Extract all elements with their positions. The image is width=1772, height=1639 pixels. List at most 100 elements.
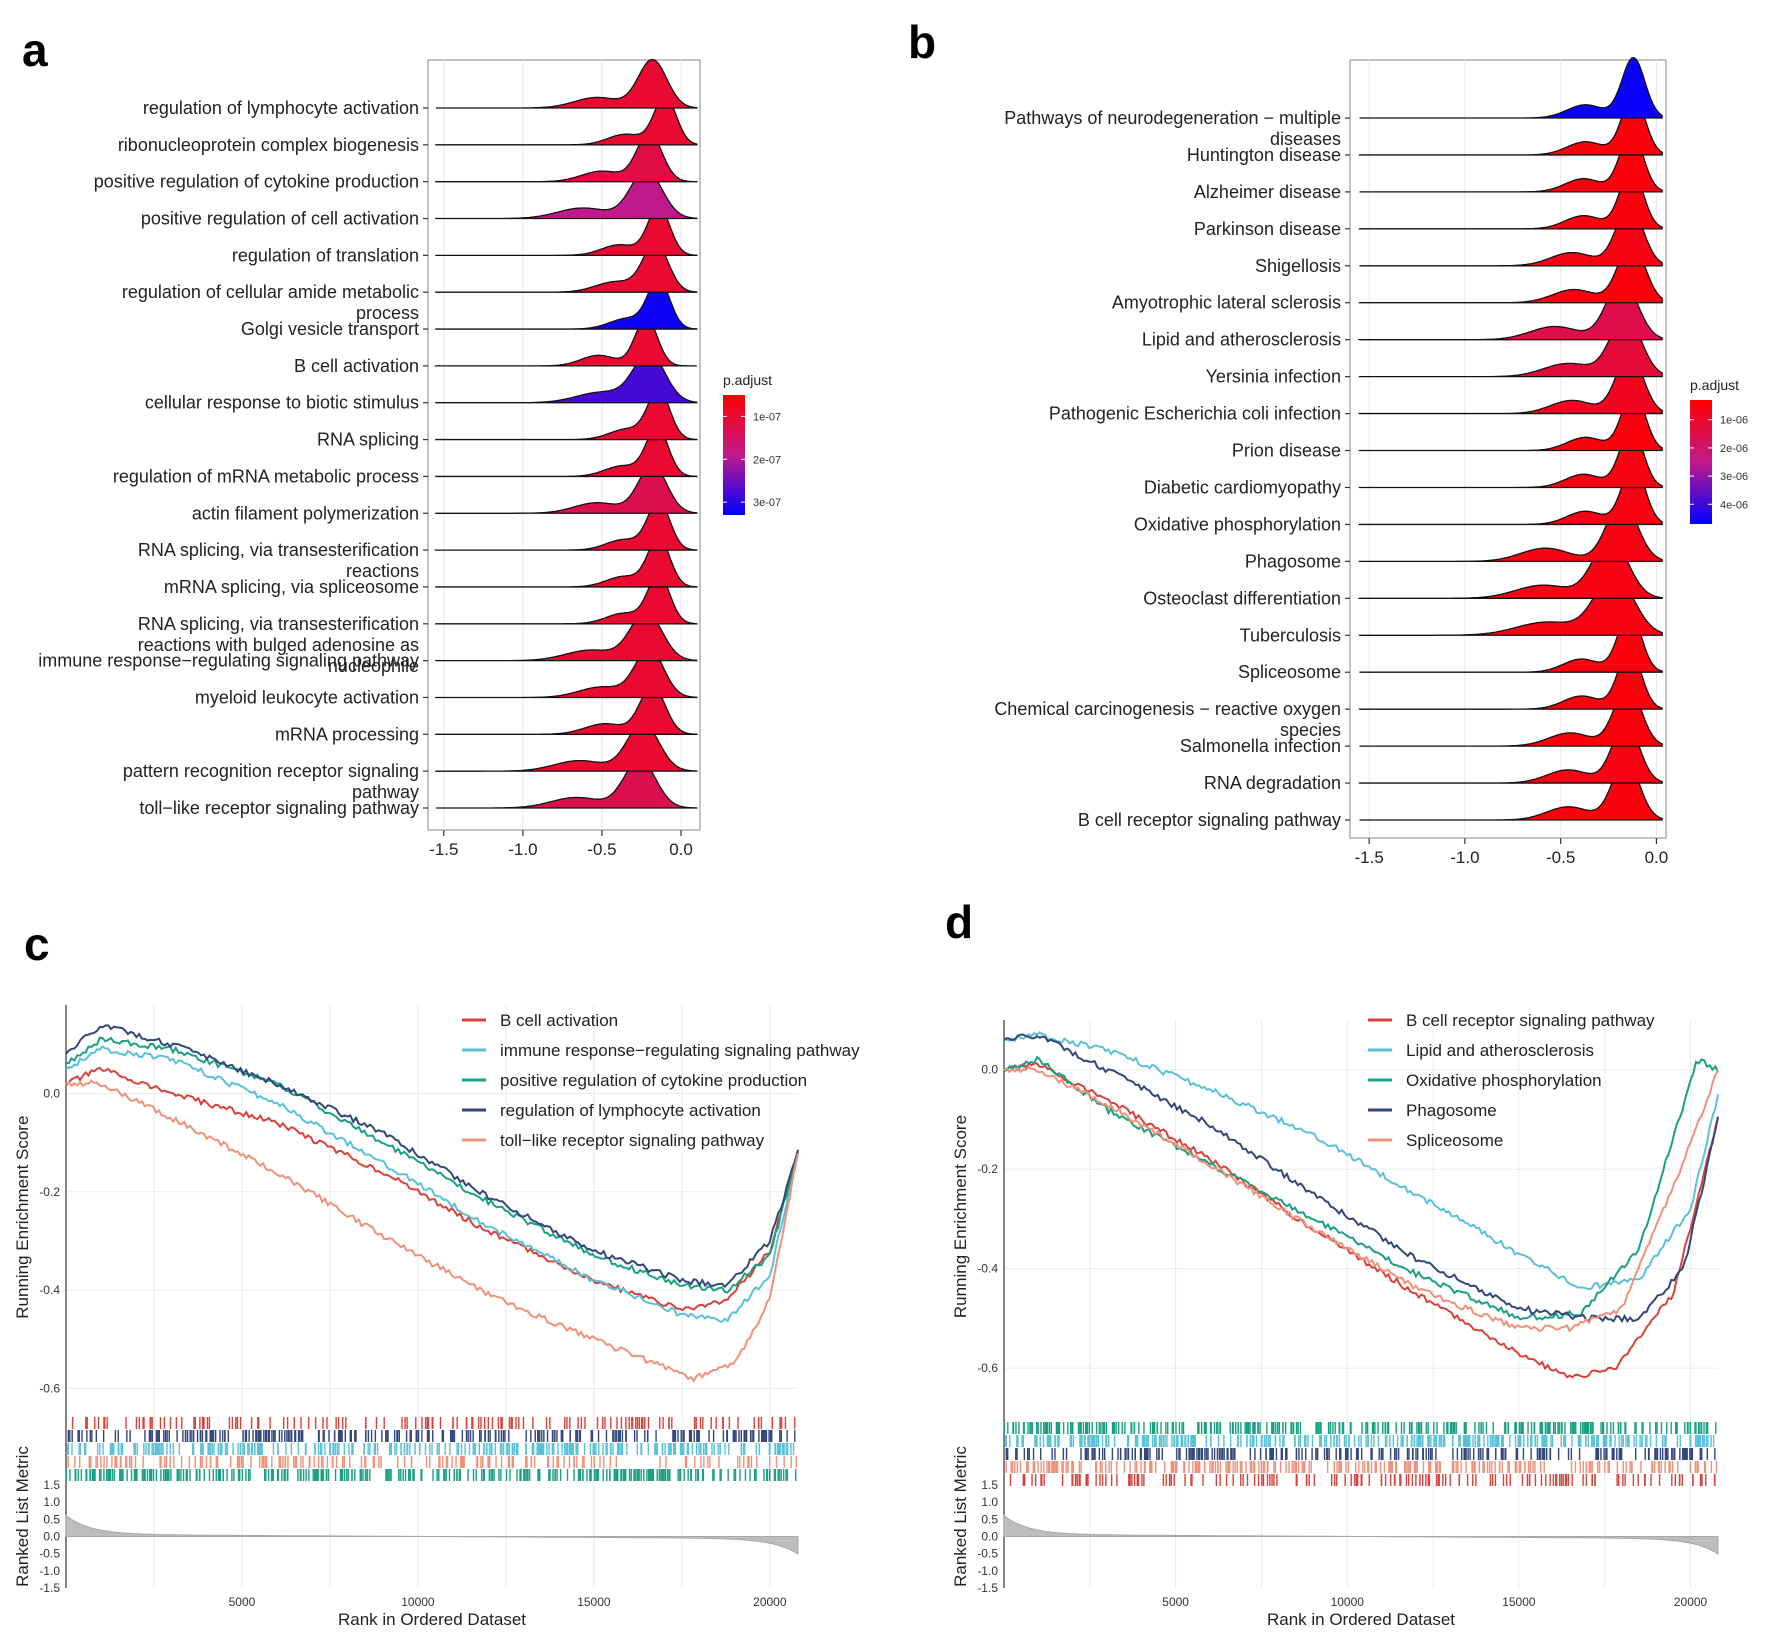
gsea-plot-d: 0.0 -0.2 -0.4 -0.6 Running Enrichment Score B…	[951, 1011, 1719, 1629]
y-tick-label: 0.0	[43, 1086, 60, 1100]
series-line	[1003, 1055, 1719, 1321]
ridgeline-chart-a: -1.5 -1.0 -0.5 0.0 toll−like receptor signal…	[38, 58, 781, 859]
category-label: Chemical carcinogenesis − reactive oxyge…	[994, 699, 1341, 719]
y-axis-title: Running Enrichment Score	[951, 1115, 970, 1318]
metric-tick-label: -0.5	[977, 1547, 998, 1561]
x-tick-label: 5000	[1162, 1595, 1189, 1609]
series-line	[1003, 1065, 1719, 1333]
category-label: myeloid leukocyte activation	[195, 687, 419, 707]
legend-label: Oxidative phosphorylation	[1406, 1071, 1602, 1090]
category-label: B cell receptor signaling pathway	[1078, 810, 1341, 830]
y-tick-label: -0.2	[39, 1185, 60, 1199]
x-tick-label: 15000	[577, 1595, 611, 1609]
category-label: regulation of lymphocyte activation	[143, 98, 419, 118]
y-tick-label: -0.6	[977, 1361, 998, 1375]
category-label: diseases	[1270, 129, 1341, 149]
colorbar-label: 3e-07	[753, 497, 781, 509]
colorbar	[723, 395, 745, 515]
metric-tick-label: 0.0	[43, 1530, 60, 1544]
metric-tick-label: -1.0	[977, 1564, 998, 1578]
ridge-density	[1359, 56, 1663, 119]
gsea-plot-c: 0.0 -0.2 -0.4 -0.6 Running Enrichment Score B…	[13, 1005, 860, 1629]
x-tick-label: 5000	[229, 1595, 256, 1609]
category-label: species	[1280, 720, 1341, 740]
category-label: Spliceosome	[1238, 662, 1341, 682]
legend-label: Lipid and atherosclerosis	[1406, 1041, 1594, 1060]
category-label: actin filament polymerization	[192, 503, 419, 523]
legend-label: Phagosome	[1406, 1101, 1497, 1120]
x-tick-label: -1.5	[1355, 848, 1384, 867]
category-label: Pathways of neurodegeneration − multiple	[1004, 108, 1341, 128]
metric-tick-label: 0.5	[981, 1512, 998, 1526]
category-label: RNA degradation	[1204, 773, 1341, 793]
legend-title: p.adjust	[1690, 377, 1739, 393]
category-label: Tuberculosis	[1240, 625, 1341, 645]
series-line	[65, 1036, 799, 1294]
category-label: regulation of cellular amide metabolic	[122, 282, 419, 302]
x-tick-label: -1.5	[429, 840, 458, 859]
y-tick-label: -0.6	[39, 1381, 60, 1395]
category-label: cellular response to biotic stimulus	[145, 393, 419, 413]
x-tick-label: 15000	[1502, 1595, 1536, 1609]
colorbar-label: 4e-06	[1720, 499, 1748, 511]
y-tick-label: 0.0	[981, 1063, 998, 1077]
metric-tick-label: 0.5	[43, 1512, 60, 1526]
category-label: Alzheimer disease	[1194, 182, 1341, 202]
metric-axis-title: Ranked List Metric	[13, 1446, 32, 1587]
legend-label: regulation of lymphocyte activation	[500, 1101, 761, 1120]
y-tick-label: -0.4	[977, 1262, 998, 1276]
x-axis-title: Rank in Ordered Dataset	[338, 1610, 526, 1629]
category-label: mRNA processing	[275, 724, 419, 744]
category-label: ribonucleoprotein complex biogenesis	[118, 135, 419, 155]
category-label: RNA splicing, via transesterification	[138, 540, 419, 560]
metric-tick-label: -1.0	[39, 1564, 60, 1578]
series-line	[65, 1045, 799, 1323]
x-tick-label: 10000	[1331, 1595, 1365, 1609]
metric-tick-label: 0.0	[981, 1530, 998, 1544]
category-label: Huntington disease	[1187, 145, 1341, 165]
colorbar	[1690, 400, 1712, 524]
panel-letter-c: c	[24, 918, 50, 970]
category-label: pathway	[352, 782, 419, 802]
colorbar-label: 2e-06	[1720, 443, 1748, 455]
x-tick-label: 10000	[401, 1595, 435, 1609]
category-label: Osteoclast differentiation	[1143, 588, 1341, 608]
panel-letter-a: a	[22, 24, 48, 76]
category-label: mRNA splicing, via spliceosome	[164, 577, 419, 597]
ranked-metric-area	[65, 1514, 799, 1555]
legend-label: B cell activation	[500, 1011, 618, 1030]
category-label: toll−like receptor signaling pathway	[139, 798, 419, 818]
category-label: nucleophile	[328, 656, 419, 676]
ridgeline-chart-b: -1.5 -1.0 -0.5 0.0 B cell receptor signaling…	[994, 56, 1748, 867]
category-label: process	[356, 303, 419, 323]
category-label: Prion disease	[1232, 441, 1341, 461]
metric-tick-label: 1.5	[981, 1478, 998, 1492]
category-label: regulation of translation	[232, 245, 419, 265]
metric-tick-label: 1.5	[43, 1478, 60, 1492]
colorbar-label: 2e-07	[753, 454, 781, 466]
colorbar-label: 1e-07	[753, 411, 781, 423]
legend-title: p.adjust	[723, 372, 772, 388]
ridge-density	[435, 95, 698, 146]
legend-label: toll−like receptor signaling pathway	[500, 1131, 765, 1150]
x-tick-label: -0.5	[1546, 848, 1575, 867]
category-label: Yersinia infection	[1206, 367, 1341, 387]
category-label: Lipid and atherosclerosis	[1142, 330, 1341, 350]
metric-tick-label: 1.0	[43, 1495, 60, 1509]
y-axis-title: Running Enrichment Score	[13, 1116, 32, 1319]
series-line	[65, 1066, 799, 1312]
category-label: Salmonella infection	[1180, 736, 1341, 756]
legend-label: Spliceosome	[1406, 1131, 1503, 1150]
series-line	[65, 1079, 799, 1383]
ridge-density	[435, 58, 698, 109]
category-label: pattern recognition receptor signaling	[123, 761, 419, 781]
category-label: B cell activation	[294, 356, 419, 376]
category-label: Amyotrophic lateral sclerosis	[1112, 293, 1341, 313]
category-label: RNA splicing, via transesterification	[138, 614, 419, 634]
x-tick-label: -1.0	[1450, 848, 1479, 867]
category-label: Shigellosis	[1255, 256, 1341, 276]
category-label: Pathogenic Escherichia coli infection	[1049, 404, 1341, 424]
x-tick-label: 20000	[1674, 1595, 1708, 1609]
ranked-metric-area	[1003, 1514, 1719, 1555]
